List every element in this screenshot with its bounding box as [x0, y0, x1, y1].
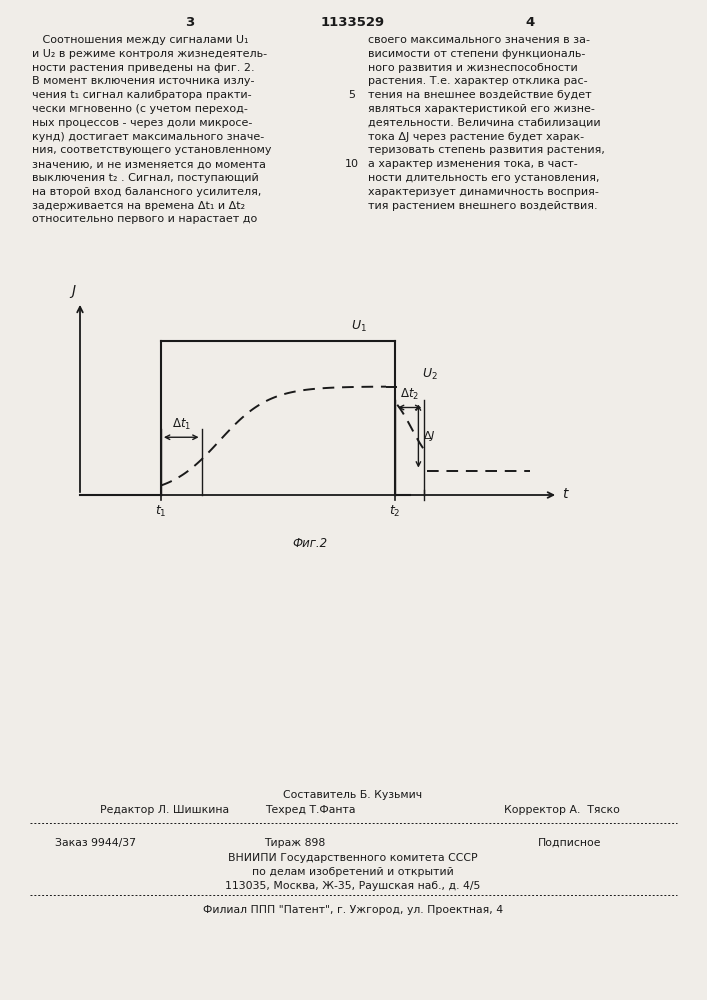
Text: $\Delta t_2$: $\Delta t_2$: [400, 387, 419, 402]
Text: своего максимального значения в за-: своего максимального значения в за-: [368, 35, 590, 45]
Text: чения t₁ сигнал калибратора практи-: чения t₁ сигнал калибратора практи-: [32, 90, 252, 100]
Text: ного развития и жизнеспособности: ного развития и жизнеспособности: [368, 63, 578, 73]
Text: Техред Т.Фанта: Техред Т.Фанта: [264, 805, 355, 815]
Text: 5: 5: [349, 90, 356, 100]
Text: по делам изобретений и открытий: по делам изобретений и открытий: [252, 867, 454, 877]
Text: деятельности. Величина стабилизации: деятельности. Величина стабилизации: [368, 118, 601, 128]
Text: тия растением внешнего воздействия.: тия растением внешнего воздействия.: [368, 201, 597, 211]
Text: задерживается на времена Δt₁ и Δt₂: задерживается на времена Δt₁ и Δt₂: [32, 201, 245, 211]
Text: висимости от степени функциональ-: висимости от степени функциональ-: [368, 49, 585, 59]
Text: $t_1$: $t_1$: [155, 504, 167, 519]
Text: выключения t₂ . Сигнал, поступающий: выключения t₂ . Сигнал, поступающий: [32, 173, 259, 183]
Text: Филиал ППП "Патент", г. Ужгород, ул. Проектная, 4: Филиал ППП "Патент", г. Ужгород, ул. Про…: [203, 905, 503, 915]
Text: 10: 10: [345, 159, 359, 169]
Text: $\Delta t_1$: $\Delta t_1$: [172, 417, 191, 432]
Text: В момент включения источника излу-: В момент включения источника излу-: [32, 76, 255, 86]
Text: $\Delta J$: $\Delta J$: [423, 429, 436, 443]
Text: тока ΔJ через растение будет харак-: тока ΔJ через растение будет харак-: [368, 132, 584, 142]
Text: чески мгновенно (с учетом переход-: чески мгновенно (с учетом переход-: [32, 104, 248, 114]
Text: на второй вход балансного усилителя,: на второй вход балансного усилителя,: [32, 187, 262, 197]
Text: 1133529: 1133529: [321, 16, 385, 29]
Text: ния, соответствующего установленному: ния, соответствующего установленному: [32, 145, 271, 155]
Text: Редактор Л. Шишкина: Редактор Л. Шишкина: [100, 805, 229, 815]
Text: Подписное: Подписное: [538, 838, 602, 848]
Text: 4: 4: [525, 16, 534, 29]
Text: ности растения приведены на фиг. 2.: ности растения приведены на фиг. 2.: [32, 63, 255, 73]
Text: $U_2$: $U_2$: [422, 366, 438, 381]
Text: и U₂ в режиме контроля жизнедеятель-: и U₂ в режиме контроля жизнедеятель-: [32, 49, 267, 59]
Text: являться характеристикой его жизне-: являться характеристикой его жизне-: [368, 104, 595, 114]
Text: ных процессов - через доли микросе-: ных процессов - через доли микросе-: [32, 118, 252, 128]
Text: 113035, Москва, Ж-35, Раушская наб., д. 4/5: 113035, Москва, Ж-35, Раушская наб., д. …: [226, 881, 481, 891]
Text: Тираж 898: Тираж 898: [264, 838, 326, 848]
Text: тения на внешнее воздействие будет: тения на внешнее воздействие будет: [368, 90, 592, 100]
Text: ности длительность его установления,: ности длительность его установления,: [368, 173, 600, 183]
Text: $t_2$: $t_2$: [390, 504, 401, 519]
Text: Корректор А.  Тяско: Корректор А. Тяско: [504, 805, 620, 815]
Text: 3: 3: [185, 16, 194, 29]
Text: а характер изменения тока, в част-: а характер изменения тока, в част-: [368, 159, 578, 169]
Text: Фиг.2: Фиг.2: [293, 537, 327, 550]
Text: t: t: [562, 487, 568, 501]
Text: Заказ 9944/37: Заказ 9944/37: [55, 838, 136, 848]
Text: растения. Т.е. характер отклика рас-: растения. Т.е. характер отклика рас-: [368, 76, 588, 86]
Text: J: J: [71, 284, 75, 298]
Text: теризовать степень развития растения,: теризовать степень развития растения,: [368, 145, 605, 155]
Text: Составитель Б. Кузьмич: Составитель Б. Кузьмич: [284, 790, 423, 800]
Text: значению, и не изменяется до момента: значению, и не изменяется до момента: [32, 159, 266, 169]
Text: ВНИИПИ Государственного комитета СССР: ВНИИПИ Государственного комитета СССР: [228, 853, 478, 863]
Text: относительно первого и нарастает до: относительно первого и нарастает до: [32, 214, 257, 224]
Text: характеризует динамичность восприя-: характеризует динамичность восприя-: [368, 187, 599, 197]
Text: кунд) достигает максимального значе-: кунд) достигает максимального значе-: [32, 132, 264, 142]
Text: $U_1$: $U_1$: [351, 319, 367, 334]
Text: Соотношения между сигналами U₁: Соотношения между сигналами U₁: [32, 35, 248, 45]
